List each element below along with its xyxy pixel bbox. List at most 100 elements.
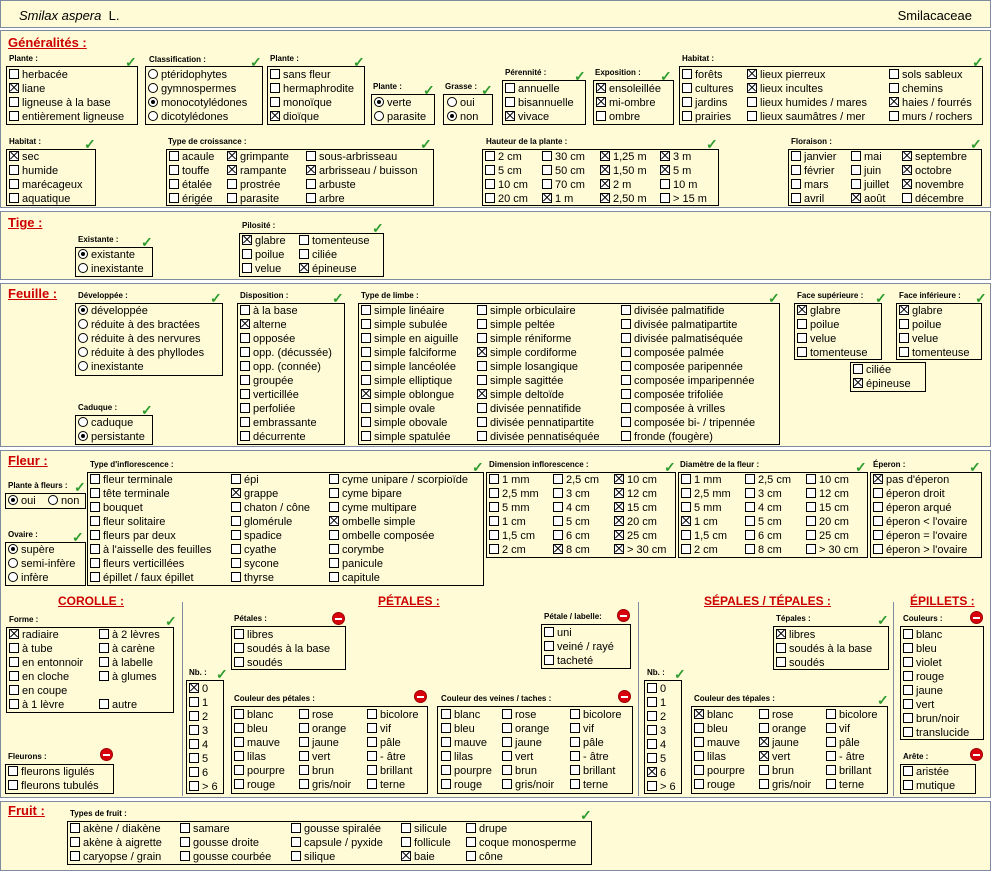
radio-button[interactable] xyxy=(78,361,88,371)
checkbox-option[interactable]: spadice xyxy=(231,530,282,542)
checkbox-option[interactable]: brun xyxy=(502,765,537,777)
checkbox[interactable] xyxy=(291,823,301,833)
radio-button[interactable] xyxy=(78,305,88,315)
checkbox[interactable] xyxy=(600,151,610,161)
checkbox-option[interactable]: translucide xyxy=(903,727,969,739)
checkbox-option[interactable]: chemins xyxy=(889,83,943,95)
checkbox-option[interactable]: arbuste xyxy=(306,179,356,191)
checkbox[interactable] xyxy=(361,361,371,371)
checkbox[interactable] xyxy=(873,544,883,554)
checkbox[interactable] xyxy=(621,305,631,315)
checkbox-option[interactable]: marécageux xyxy=(9,179,83,191)
checkbox-option[interactable]: arbre xyxy=(306,193,345,205)
radio-button[interactable] xyxy=(374,97,384,107)
checkbox-option[interactable]: glabre xyxy=(797,305,841,317)
checkbox[interactable] xyxy=(791,165,801,175)
checkbox[interactable] xyxy=(306,179,316,189)
checkbox-option[interactable]: panicule xyxy=(329,558,383,570)
checkbox-option[interactable]: vert xyxy=(502,751,533,763)
checkbox-option[interactable]: verticillée xyxy=(240,389,299,401)
radio-option[interactable]: supère xyxy=(8,544,55,556)
checkbox[interactable] xyxy=(759,751,769,761)
checkbox-option[interactable]: rouge xyxy=(441,779,482,791)
checkbox-option[interactable]: 25 cm xyxy=(806,530,849,542)
checkbox[interactable] xyxy=(903,699,913,709)
checkbox-option[interactable]: épillet / faux épillet xyxy=(90,572,194,584)
checkbox[interactable] xyxy=(660,151,670,161)
checkbox[interactable] xyxy=(270,97,280,107)
checkbox[interactable] xyxy=(489,516,499,526)
checkbox-option[interactable]: composée imparipennée xyxy=(621,375,754,387)
checkbox[interactable] xyxy=(745,544,755,554)
checkbox[interactable] xyxy=(806,530,816,540)
checkbox-option[interactable]: lieux incultes xyxy=(747,83,823,95)
checkbox[interactable] xyxy=(902,151,912,161)
checkbox-option[interactable]: blanc xyxy=(903,629,942,641)
checkbox-option[interactable]: simple obovale xyxy=(361,417,447,429)
checkbox-option[interactable]: 4 xyxy=(189,739,208,751)
checkbox-option[interactable]: bleu xyxy=(903,643,937,655)
checkbox[interactable] xyxy=(502,779,512,789)
checkbox-option[interactable]: étalée xyxy=(169,179,212,191)
checkbox-option[interactable]: simple subulée xyxy=(361,319,447,331)
checkbox[interactable] xyxy=(903,766,913,776)
checkbox-option[interactable]: cultures xyxy=(682,83,734,95)
checkbox[interactable] xyxy=(401,837,411,847)
checkbox-option[interactable]: uni xyxy=(544,627,572,639)
checkbox[interactable] xyxy=(466,823,476,833)
checkbox[interactable] xyxy=(647,697,657,707)
checkbox[interactable] xyxy=(502,709,512,719)
checkbox[interactable] xyxy=(70,851,80,861)
checkbox[interactable] xyxy=(553,530,563,540)
checkbox-option[interactable]: éperon < l'ovaire xyxy=(873,516,967,528)
radio-button[interactable] xyxy=(8,558,18,568)
checkbox[interactable] xyxy=(441,765,451,775)
checkbox-option[interactable]: aristée xyxy=(903,766,949,778)
checkbox[interactable] xyxy=(99,629,109,639)
checkbox-option[interactable]: bicolore xyxy=(826,709,878,721)
checkbox-option[interactable]: lilas xyxy=(234,751,266,763)
checkbox[interactable] xyxy=(477,361,487,371)
checkbox-option[interactable]: lilas xyxy=(694,751,726,763)
checkbox-option[interactable]: > 6 xyxy=(647,781,676,793)
checkbox-option[interactable]: grappe xyxy=(231,488,278,500)
checkbox-option[interactable]: lilas xyxy=(441,751,473,763)
checkbox-option[interactable]: fleurons ligulés xyxy=(8,766,94,778)
checkbox[interactable] xyxy=(621,417,631,427)
checkbox-option[interactable]: divisée palmatipartite xyxy=(621,319,737,331)
checkbox[interactable] xyxy=(903,685,913,695)
checkbox[interactable] xyxy=(234,751,244,761)
checkbox-option[interactable]: gris/noir xyxy=(502,779,554,791)
checkbox[interactable] xyxy=(596,111,606,121)
checkbox-option[interactable]: en entonnoir xyxy=(9,657,83,669)
checkbox-option[interactable]: 2 cm xyxy=(485,151,522,163)
checkbox[interactable] xyxy=(189,781,199,791)
radio-button[interactable] xyxy=(148,69,158,79)
checkbox-option[interactable]: simple deltoïde xyxy=(477,389,564,401)
checkbox[interactable] xyxy=(505,83,515,93)
checkbox[interactable] xyxy=(9,111,19,121)
checkbox[interactable] xyxy=(806,474,816,484)
checkbox[interactable] xyxy=(621,347,631,357)
radio-option[interactable]: inexistante xyxy=(78,361,144,373)
checkbox[interactable] xyxy=(902,179,912,189)
checkbox-option[interactable]: 5 mm xyxy=(489,502,530,514)
checkbox-option[interactable]: 10 cm xyxy=(806,474,849,486)
checkbox[interactable] xyxy=(227,165,237,175)
checkbox[interactable] xyxy=(9,193,19,203)
checkbox-option[interactable]: bisannuelle xyxy=(505,97,574,109)
checkbox[interactable] xyxy=(189,753,199,763)
checkbox-option[interactable]: 3 m xyxy=(660,151,691,163)
checkbox-option[interactable]: 1,5 cm xyxy=(681,530,727,542)
checkbox-option[interactable]: opp. (décussée) xyxy=(240,347,332,359)
checkbox[interactable] xyxy=(694,723,704,733)
checkbox[interactable] xyxy=(776,643,786,653)
checkbox-option[interactable]: 5 xyxy=(647,753,666,765)
checkbox-option[interactable]: simple cordiforme xyxy=(477,347,577,359)
checkbox-option[interactable]: gousse droite xyxy=(180,837,259,849)
checkbox-option[interactable]: 0 xyxy=(189,683,208,695)
checkbox-option[interactable]: pâle xyxy=(570,737,604,749)
checkbox[interactable] xyxy=(553,544,563,554)
checkbox[interactable] xyxy=(542,179,552,189)
checkbox-option[interactable]: soudés à la base xyxy=(234,643,330,655)
